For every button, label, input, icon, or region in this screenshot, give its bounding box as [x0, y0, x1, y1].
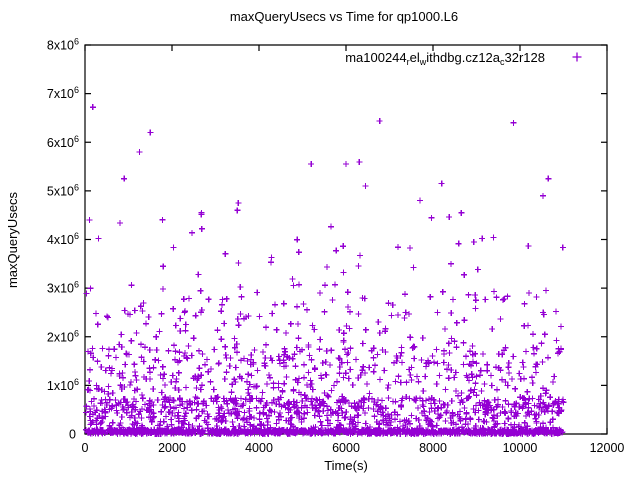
x-tick-label: 4000: [245, 441, 273, 455]
y-tick-label: 3x106: [47, 280, 79, 296]
x-tick-label: 10000: [503, 441, 538, 455]
x-tick-label: 0: [82, 441, 89, 455]
y-tick-label: 6x106: [47, 134, 79, 150]
y-tick-label: 2x106: [47, 328, 79, 344]
x-tick-label: 6000: [332, 441, 360, 455]
scatter-markers: [83, 104, 567, 437]
y-axis-tick-labels: 0 1x106 2x106 3x106 4x106 5x106 6x106 7x106 8x10…: [47, 37, 79, 442]
x-axis-tick-labels: 0 2000 4000 6000 8000 10000 12000: [82, 441, 625, 455]
legend: ma100244relwithdbg.cz12ac32r128: [345, 50, 582, 67]
chart-title: maxQueryUsecs vs Time for qp1000.L6: [230, 9, 458, 24]
legend-series-label: ma100244relwithdbg.cz12ac32r128: [345, 50, 545, 67]
y-tick-label: 8x106: [47, 37, 79, 53]
y-tick-label: 4x106: [47, 231, 79, 247]
y-axis-title: maxQueryUsecs: [5, 191, 20, 288]
y-tick-label: 0: [69, 428, 76, 442]
x-tick-label: 2000: [158, 441, 186, 455]
x-axis-title: Time(s): [324, 458, 368, 473]
y-tick-label: 1x106: [47, 377, 79, 393]
x-tick-label: 12000: [590, 441, 625, 455]
data-point-group: [83, 104, 567, 437]
legend-marker-plus-icon: [572, 52, 582, 62]
x-tick-label: 8000: [419, 441, 447, 455]
legend-plus-icon: [572, 52, 582, 62]
y-tick-label: 5x106: [47, 182, 79, 198]
plot-frame: [84, 44, 608, 435]
y-tick-label: 7x106: [47, 85, 79, 101]
